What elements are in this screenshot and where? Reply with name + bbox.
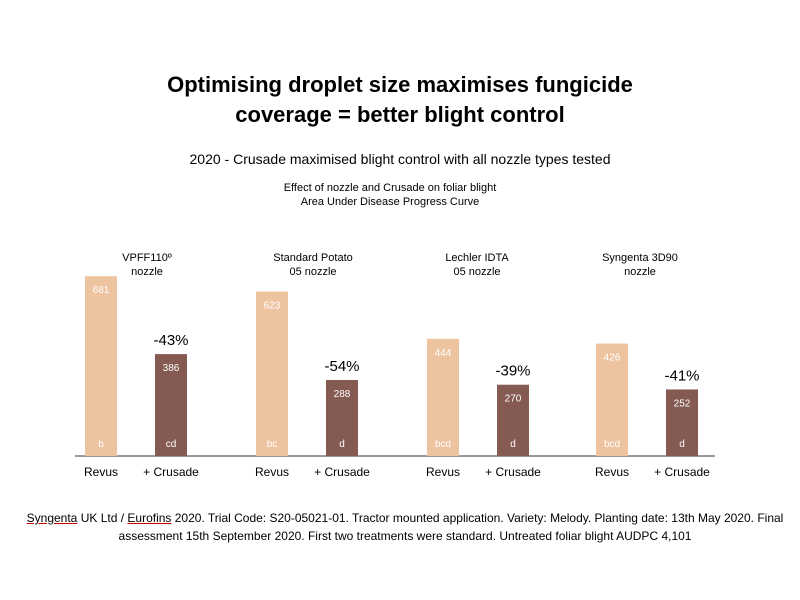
significance-letter: d: [339, 439, 345, 450]
subtitle: 2020 - Crusade maximised blight control …: [189, 151, 611, 167]
category-label: + Crusade: [143, 465, 199, 479]
percent-change-label: -54%: [324, 358, 359, 375]
bar-value-label: 270: [505, 394, 522, 405]
percent-change-label: -41%: [664, 367, 699, 384]
group-label: Lechler IDTA 05 nozzle: [445, 252, 509, 278]
significance-letter: d: [679, 439, 685, 450]
group-label-line-2: 05 nozzle: [453, 266, 500, 278]
chart-heading-line-2: Area Under Disease Progress Curve: [300, 196, 480, 208]
bar-value-label: 444: [435, 348, 452, 359]
group-label-line-2: 05 nozzle: [289, 266, 336, 278]
category-label: + Crusade: [314, 465, 370, 479]
crusade-bar: [326, 379, 358, 456]
footnote-brand-eurofins: Eurofins: [127, 511, 172, 525]
group-label-line-1: Syngenta 3D90: [602, 252, 678, 264]
category-label: Revus: [84, 465, 118, 479]
group-label-line-1: Standard Potato: [273, 252, 353, 264]
footnote: Syngenta UK Ltd / Eurofins 2020. Trial C…: [20, 509, 790, 545]
percent-change-label: -43%: [153, 332, 188, 349]
bar-value-label: 386: [163, 363, 180, 374]
revus-bar: [256, 291, 288, 456]
group-label-line-1: VPFF110º: [122, 252, 172, 264]
category-label: + Crusade: [485, 465, 541, 479]
title-line-2: coverage = better blight control: [235, 102, 565, 127]
category-label: Revus: [595, 465, 629, 479]
page-title: Optimising droplet size maximises fungic…: [0, 70, 800, 130]
group-label: VPFF110º nozzle: [122, 252, 172, 278]
group-label-line-2: nozzle: [624, 266, 656, 278]
bar-value-label: 681: [93, 285, 110, 296]
significance-letter: bcd: [604, 439, 620, 450]
footnote-brand-syngenta: Syngenta: [26, 511, 78, 525]
revus-bar: [427, 338, 459, 456]
crusade-bar: [155, 354, 187, 456]
footnote-text-1: UK Ltd /: [77, 511, 128, 525]
significance-letter: cd: [166, 439, 177, 450]
bar-value-label: 426: [604, 353, 621, 364]
group-label-line-1: Lechler IDTA: [445, 252, 509, 264]
crusade-bar: [497, 384, 529, 456]
revus-bar: [596, 343, 628, 456]
bar-value-label: 623: [264, 301, 281, 312]
footnote-text-2: 2020. Trial Code: S20-05021-01. Tractor …: [118, 511, 784, 543]
significance-letter: d: [510, 439, 516, 450]
bar-value-label: 288: [334, 389, 351, 400]
revus-bar: [85, 276, 117, 456]
significance-letter: bc: [267, 439, 278, 450]
bar-value-label: 252: [674, 398, 691, 409]
crusade-bar: [666, 389, 698, 456]
percent-change-label: -39%: [495, 363, 530, 380]
group-label: Standard Potato 05 nozzle: [273, 252, 353, 278]
chart-heading-line-1: Effect of nozzle and Crusade on foliar b…: [283, 182, 497, 194]
chart-heading: Effect of nozzle and Crusade on foliar b…: [0, 181, 780, 209]
title-line-1: Optimising droplet size maximises fungic…: [167, 72, 633, 97]
category-label: + Crusade: [654, 465, 710, 479]
group-label-line-2: nozzle: [131, 266, 163, 278]
group-label: Syngenta 3D90 nozzle: [602, 252, 678, 278]
category-label: Revus: [255, 465, 289, 479]
category-label: Revus: [426, 465, 460, 479]
significance-letter: b: [98, 439, 104, 450]
significance-letter: bcd: [435, 439, 451, 450]
